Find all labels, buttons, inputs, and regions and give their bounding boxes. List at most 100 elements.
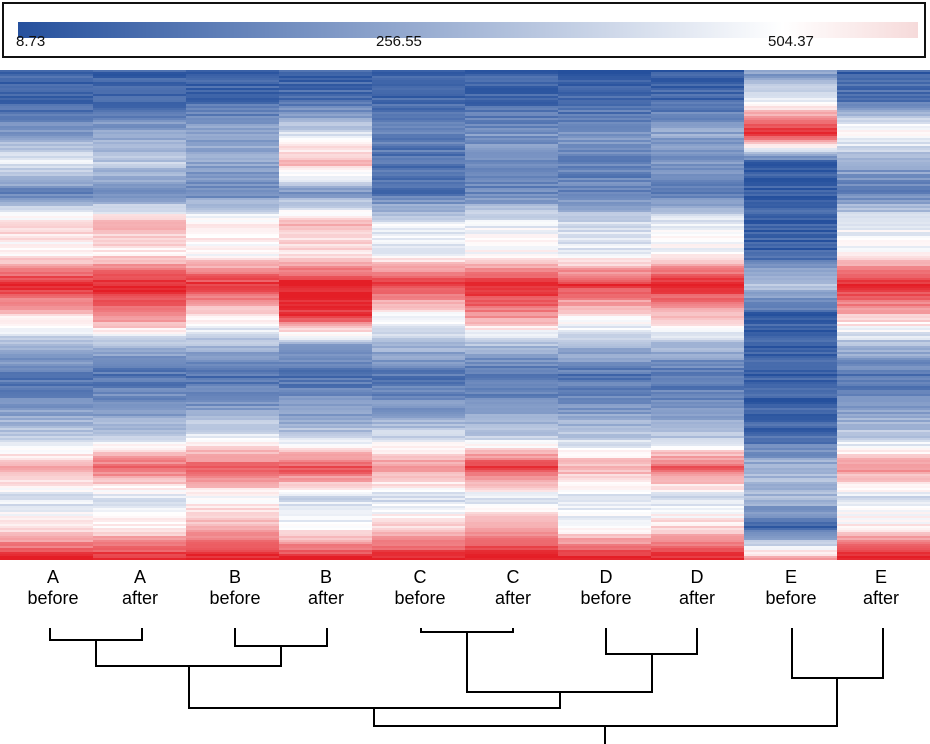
heatmap-cell [744, 362, 838, 365]
heatmap-cell [837, 298, 930, 301]
heatmap-cell [837, 394, 930, 397]
heatmap-cell [744, 84, 838, 87]
heatmap-cell [93, 558, 187, 560]
heatmap-cell [837, 344, 930, 347]
heatmap-cell [744, 382, 838, 385]
heatmap-cell [744, 234, 838, 237]
heatmap-cell [0, 274, 94, 277]
heatmap-cell [0, 402, 94, 405]
heatmap-cell [372, 474, 466, 477]
heatmap-cell [0, 74, 94, 77]
heatmap-cell [93, 530, 187, 533]
heatmap-cell [0, 284, 94, 287]
heatmap-cell [465, 508, 559, 511]
heatmap-cell [93, 230, 187, 233]
heatmap-cell [837, 76, 930, 79]
heatmap-cell [0, 404, 94, 407]
heatmap-cell [93, 126, 187, 129]
heatmap-cell [372, 480, 466, 483]
heatmap-cell [837, 376, 930, 379]
heatmap-cell [186, 178, 280, 181]
heatmap-cell [558, 554, 652, 557]
heatmap-cell [837, 276, 930, 279]
heatmap-cell [186, 290, 280, 293]
heatmap-cell [651, 350, 745, 353]
heatmap-cell [558, 278, 652, 281]
heatmap-cell [372, 72, 466, 75]
heatmap-cell [744, 534, 838, 537]
heatmap-cell [651, 378, 745, 381]
heatmap-cell [744, 220, 838, 223]
heatmap-cell [558, 376, 652, 379]
heatmap-cell [372, 508, 466, 511]
heatmap-cell [651, 70, 745, 73]
heatmap-cell [186, 278, 280, 281]
heatmap-cell [0, 120, 94, 123]
heatmap-column-c-before [372, 70, 466, 560]
heatmap-cell [279, 496, 373, 499]
heatmap-cell [744, 300, 838, 303]
heatmap-cell [372, 224, 466, 227]
heatmap-cell [279, 464, 373, 467]
column-label-a-before: A before [8, 567, 98, 609]
heatmap-cell [93, 378, 187, 381]
heatmap-cell [372, 370, 466, 373]
heatmap-cell [0, 150, 94, 153]
heatmap-cell [837, 490, 930, 493]
heatmap-cell [372, 538, 466, 541]
heatmap-cell [837, 408, 930, 411]
heatmap-cell [465, 528, 559, 531]
heatmap-cell [0, 540, 94, 543]
heatmap-cell [0, 256, 94, 259]
heatmap-cell [93, 486, 187, 489]
heatmap-cell [93, 280, 187, 283]
heatmap-cell [186, 268, 280, 271]
heatmap-cell [558, 226, 652, 229]
heatmap-cell [558, 200, 652, 203]
heatmap-cell [279, 242, 373, 245]
heatmap-cell [372, 458, 466, 461]
heatmap-cell [837, 114, 930, 117]
heatmap-cell [0, 458, 94, 461]
heatmap-cell [465, 134, 559, 137]
heatmap-cell [558, 306, 652, 309]
heatmap-cell [279, 386, 373, 389]
heatmap-cell [372, 192, 466, 195]
heatmap-cell [558, 512, 652, 515]
heatmap-cell [186, 138, 280, 141]
heatmap-cell [372, 94, 466, 97]
heatmap-cell [93, 456, 187, 459]
heatmap-cell [465, 466, 559, 469]
heatmap-cell [0, 88, 94, 91]
heatmap-cell [744, 304, 838, 307]
heatmap-cell [744, 242, 838, 245]
heatmap-cell [186, 88, 280, 91]
heatmap-cell [558, 334, 652, 337]
heatmap-cell [558, 314, 652, 317]
heatmap-cell [651, 288, 745, 291]
heatmap-cell [93, 288, 187, 291]
heatmap-cell [279, 426, 373, 429]
heatmap-cell [372, 164, 466, 167]
heatmap-cell [0, 138, 94, 141]
heatmap-cell [372, 136, 466, 139]
heatmap-cell [186, 376, 280, 379]
heatmap-cell [279, 166, 373, 169]
heatmap-cell [837, 284, 930, 287]
heatmap-cell [93, 74, 187, 77]
heatmap-cell [651, 314, 745, 317]
heatmap-cell [837, 364, 930, 367]
heatmap-cell [186, 312, 280, 315]
heatmap-cell [744, 238, 838, 241]
heatmap-cell [279, 250, 373, 253]
heatmap-cell [186, 184, 280, 187]
heatmap-cell [0, 112, 94, 115]
heatmap-cell [93, 200, 187, 203]
heatmap-cell [279, 84, 373, 87]
heatmap-cell [186, 452, 280, 455]
heatmap-cell [465, 512, 559, 515]
heatmap-cell [558, 148, 652, 151]
heatmap-cell [744, 306, 838, 309]
heatmap-cell [744, 548, 838, 551]
heatmap-cell [558, 206, 652, 209]
